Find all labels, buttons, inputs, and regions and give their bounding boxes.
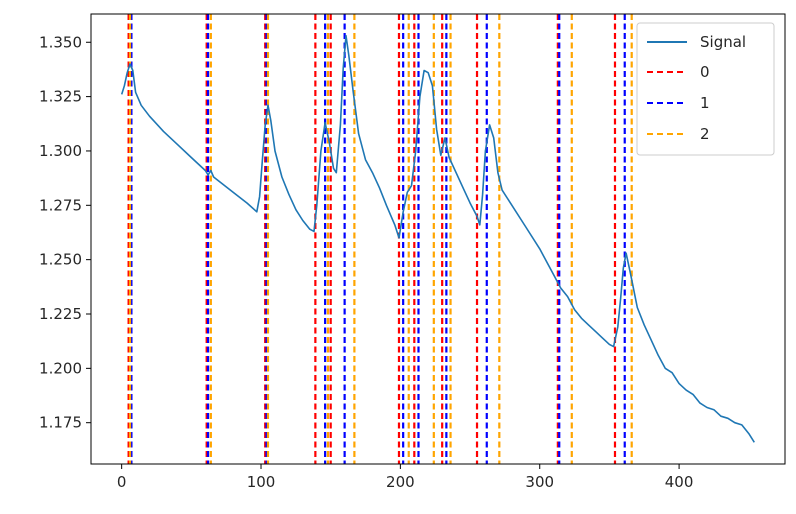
y-tick-label: 1.225 xyxy=(39,305,82,323)
legend-label-signal: Signal xyxy=(700,33,746,51)
x-axis-ticks: 0 100 200 300 400 xyxy=(117,464,694,491)
x-tick-label: 200 xyxy=(386,473,415,491)
legend-box xyxy=(636,22,775,156)
x-tick-label: 400 xyxy=(665,473,694,491)
y-tick-label: 1.350 xyxy=(39,33,82,51)
legend-label-0: 0 xyxy=(700,63,710,81)
y-tick-label: 1.325 xyxy=(39,88,82,106)
x-tick-label: 100 xyxy=(247,473,276,491)
legend: Signal 0 1 2 xyxy=(636,22,775,156)
x-tick-label: 0 xyxy=(117,473,127,491)
y-axis-ticks: 1.175 1.200 1.225 1.250 1.275 1.300 1.325 1.350 xyxy=(39,33,91,432)
vertical-marker-lines xyxy=(127,14,633,464)
y-tick-label: 1.200 xyxy=(39,359,82,377)
y-tick-label: 1.250 xyxy=(39,251,82,269)
x-tick-label: 300 xyxy=(525,473,554,491)
legend-label-2: 2 xyxy=(700,125,710,143)
signal-series-layer xyxy=(120,34,755,443)
y-tick-label: 1.275 xyxy=(39,196,82,214)
legend-label-1: 1 xyxy=(700,94,710,112)
y-tick-label: 1.175 xyxy=(39,414,82,432)
series-line-signal xyxy=(120,34,755,443)
plot-area-frame xyxy=(90,13,786,465)
y-tick-label: 1.300 xyxy=(39,142,82,160)
